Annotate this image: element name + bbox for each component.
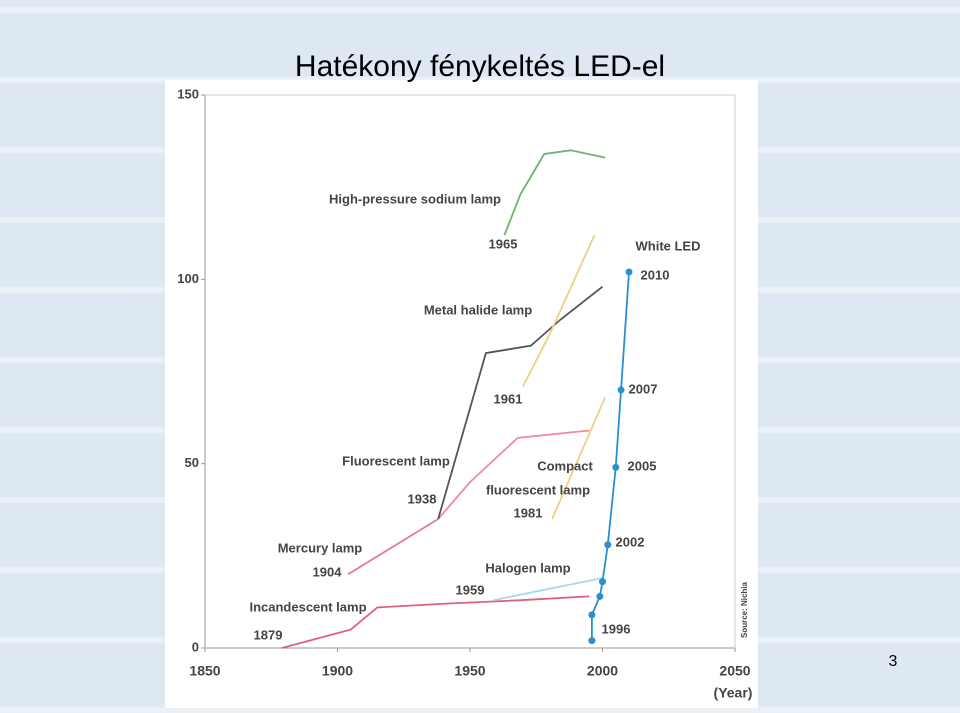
y-tick-label: 150 — [177, 86, 199, 101]
annotation: Fluorescent lamp — [342, 453, 450, 468]
x-tick-label: 2000 — [587, 663, 618, 679]
y-tick-label: 0 — [192, 639, 199, 654]
annotation: 1904 — [313, 564, 343, 579]
data-point — [596, 592, 604, 600]
x-tick-label: 1850 — [189, 663, 220, 679]
y-tick-label: 50 — [185, 455, 199, 470]
annotation: 1879 — [254, 627, 283, 642]
x-tick-label: 1900 — [322, 663, 353, 679]
data-point — [604, 541, 612, 549]
annotation: Source: Nichia — [740, 581, 749, 638]
x-axis-label: (Year) — [714, 685, 753, 701]
annotation: High-pressure sodium lamp — [329, 191, 501, 206]
data-point — [588, 611, 596, 619]
annotation: 2007 — [629, 381, 658, 396]
annotation: Metal halide lamp — [424, 302, 532, 317]
annotation: fluorescent lamp — [486, 482, 590, 497]
annotation: 1965 — [489, 236, 518, 251]
slide-title: Hatékony fénykeltés LED-el — [295, 50, 665, 83]
x-tick-label: 2050 — [719, 663, 750, 679]
series-line — [493, 577, 603, 601]
annotation: Compact — [537, 458, 593, 473]
series-line — [437, 285, 604, 520]
x-tick-label: 1950 — [454, 663, 485, 679]
slide-number: 3 — [889, 653, 898, 670]
annotation: 1938 — [408, 491, 437, 506]
annotation: 1961 — [494, 391, 523, 406]
series-line — [522, 234, 596, 387]
data-point — [625, 268, 633, 276]
annotation: Incandescent lamp — [249, 599, 366, 614]
annotation: Mercury lamp — [278, 540, 363, 555]
data-point — [612, 463, 620, 471]
series-line — [551, 396, 606, 520]
data-point — [617, 386, 625, 394]
series-line — [347, 518, 439, 576]
annotation: White LED — [636, 238, 701, 253]
data-point — [599, 578, 606, 586]
series-line — [503, 149, 606, 236]
data-point — [588, 637, 596, 645]
series-line — [437, 429, 590, 520]
annotation: 1996 — [602, 621, 631, 636]
annotation: 1981 — [514, 505, 543, 520]
annotation: 2002 — [616, 534, 645, 549]
y-tick-label: 100 — [177, 271, 199, 286]
annotation: Halogen lamp — [485, 560, 570, 575]
annotation: 2005 — [628, 458, 657, 473]
annotation: 2010 — [641, 267, 670, 282]
series-line — [281, 595, 590, 649]
annotation: 1959 — [456, 582, 485, 597]
